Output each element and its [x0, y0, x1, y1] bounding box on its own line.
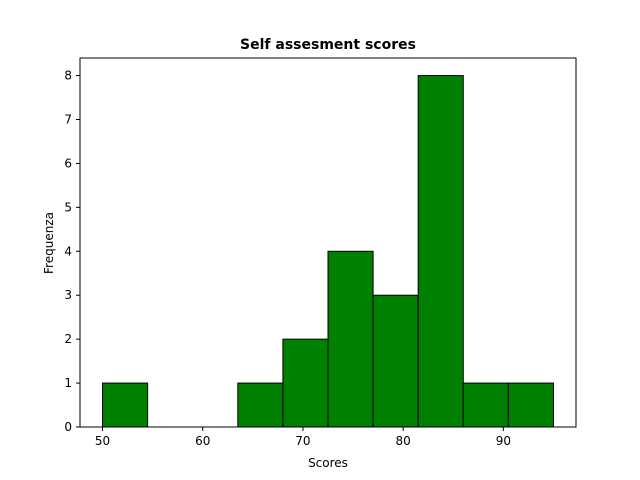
plot-frame: [79, 57, 577, 428]
x-axis-label: Scores: [308, 456, 348, 470]
y-axis-label: Frequenza: [42, 212, 56, 274]
y-tick-label: 0: [64, 420, 72, 434]
x-tick-label: 70: [295, 434, 310, 448]
histogram-bar: [327, 250, 374, 428]
y-tick-label: 6: [64, 156, 72, 170]
bars-group: [102, 75, 554, 428]
histogram-bar: [372, 294, 419, 428]
x-tick-label: 50: [95, 434, 110, 448]
x-tick-label: 60: [195, 434, 210, 448]
y-tick-label: 2: [64, 332, 72, 346]
chart-title: Self assesment scores: [240, 37, 416, 53]
y-tick-label: 8: [64, 69, 72, 83]
histogram-bar: [507, 382, 554, 428]
histogram-bar: [417, 75, 464, 428]
y-tick-label: 3: [64, 288, 72, 302]
y-tick-label: 7: [64, 113, 72, 127]
y-tick-label: 1: [64, 376, 72, 390]
y-axis-ticks: 0 1 2 3 4 5 6 7 8: [64, 69, 80, 434]
x-tick-label: 90: [496, 434, 511, 448]
histogram-bar: [462, 382, 509, 428]
histogram-bar: [102, 382, 149, 428]
y-tick-label: 4: [64, 244, 72, 258]
x-tick-label: 80: [396, 434, 411, 448]
histogram-bar: [237, 382, 284, 428]
histogram-bar: [282, 338, 329, 428]
x-axis-ticks: 50 60 70 80 90: [95, 427, 511, 448]
y-tick-label: 5: [64, 200, 72, 214]
